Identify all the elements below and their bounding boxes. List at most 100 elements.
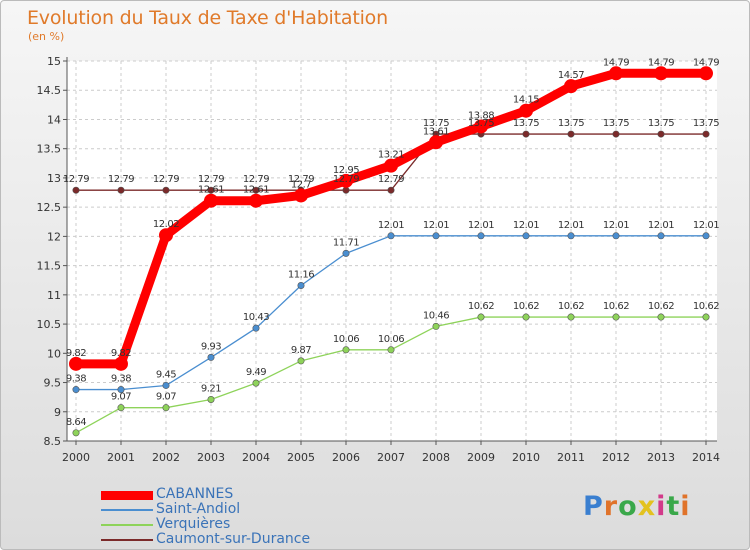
data-point — [204, 193, 218, 208]
data-label: 10.62 — [693, 301, 719, 312]
data-point — [297, 281, 305, 289]
data-label: 9.82 — [111, 348, 131, 359]
x-tick-label: 2007 — [377, 451, 405, 464]
data-point — [654, 66, 668, 81]
data-point — [294, 188, 308, 203]
data-point — [207, 395, 215, 403]
data-label: 9.45 — [156, 369, 176, 380]
logo-letter: i — [656, 491, 667, 522]
data-label: 12.79 — [153, 174, 179, 185]
x-tick-label: 2001 — [107, 451, 135, 464]
data-label: 12.61 — [198, 185, 224, 196]
x-tick-label: 2008 — [422, 451, 450, 464]
data-point — [702, 130, 710, 138]
data-label: 13.75 — [558, 118, 584, 129]
data-label: 13.75 — [468, 118, 494, 129]
data-label: 10.43 — [243, 312, 269, 323]
data-point — [117, 386, 125, 394]
data-label: 10.62 — [603, 301, 629, 312]
x-tick-label: 2003 — [197, 451, 225, 464]
data-point — [339, 173, 353, 188]
data-label: 12.01 — [513, 220, 539, 231]
grid — [67, 60, 717, 442]
data-point — [114, 356, 128, 371]
data-label: 12.7 — [291, 179, 311, 190]
logo-letter: o — [618, 491, 638, 522]
data-label: 12.01 — [423, 220, 449, 231]
data-point — [342, 346, 350, 354]
x-tick-label: 2012 — [602, 451, 630, 464]
legend-label: Caumont-sur-Durance — [156, 531, 311, 547]
logo-letter: x — [637, 491, 657, 522]
data-point — [612, 130, 620, 138]
logo-letter: t — [666, 491, 681, 522]
legend-swatch — [101, 539, 153, 541]
data-point — [567, 313, 575, 321]
x-tick-label: 2013 — [647, 451, 675, 464]
data-point — [387, 232, 395, 240]
y-tick-label: 10.5 — [37, 318, 62, 331]
data-label: 9.49 — [246, 367, 266, 378]
data-label: 10.46 — [423, 310, 449, 321]
data-point — [432, 322, 440, 330]
x-tick-label: 2000 — [62, 451, 90, 464]
data-label: 13.88 — [468, 110, 494, 121]
data-point — [702, 232, 710, 240]
data-point — [657, 232, 665, 240]
data-label: 14.79 — [648, 57, 674, 68]
data-label: 11.16 — [288, 269, 314, 280]
data-point — [429, 135, 443, 150]
x-tick-label: 2006 — [332, 451, 360, 464]
data-label: 9.82 — [66, 348, 86, 359]
data-point — [387, 186, 395, 194]
data-point — [117, 186, 125, 194]
x-tick-label: 2002 — [152, 451, 180, 464]
data-point — [564, 79, 578, 94]
data-label: 9.07 — [156, 392, 176, 403]
x-tick-label: 2014 — [692, 451, 720, 464]
legend-swatch — [101, 524, 153, 526]
series-layer — [69, 66, 713, 437]
data-label: 13.75 — [648, 118, 674, 129]
data-point — [657, 130, 665, 138]
data-label: 12.79 — [378, 174, 404, 185]
y-tick-label: 11 — [47, 289, 61, 302]
data-point — [522, 232, 530, 240]
data-point — [162, 186, 170, 194]
data-label: 12.79 — [108, 174, 134, 185]
data-label: 11.71 — [333, 237, 359, 248]
data-point — [702, 313, 710, 321]
data-point — [609, 66, 623, 81]
data-labels: 9.82 9.82 12.02 12.61 12.61 12.7 12.95 13.21 13.… — [63, 57, 720, 428]
data-point — [384, 158, 398, 173]
data-point — [162, 381, 170, 389]
data-label: 13.75 — [513, 118, 539, 129]
data-label: 13.61 — [423, 126, 449, 137]
data-point — [522, 313, 530, 321]
y-tick-label: 14.5 — [37, 84, 62, 97]
data-point — [117, 404, 125, 412]
data-point — [207, 186, 215, 194]
y-tick-label: 13 — [47, 172, 61, 185]
y-tick-label: 8.5 — [44, 435, 62, 448]
data-label: 13.75 — [693, 118, 719, 129]
data-point — [522, 130, 530, 138]
data-point — [72, 386, 80, 394]
data-point — [477, 313, 485, 321]
data-label: 12.79 — [63, 174, 89, 185]
proxiti-logo: Proxiti — [583, 491, 691, 522]
data-label: 13.75 — [423, 118, 449, 129]
x-tick-label: 2005 — [287, 451, 315, 464]
data-label: 9.93 — [201, 341, 221, 352]
data-point — [207, 353, 215, 361]
data-point — [567, 232, 575, 240]
data-label: 12.01 — [468, 220, 494, 231]
data-point — [252, 186, 260, 194]
data-label: 9.07 — [111, 392, 131, 403]
data-label: 12.02 — [153, 219, 179, 230]
data-point — [699, 66, 713, 81]
data-label: 12.01 — [603, 220, 629, 231]
data-label: 14.79 — [603, 57, 629, 68]
